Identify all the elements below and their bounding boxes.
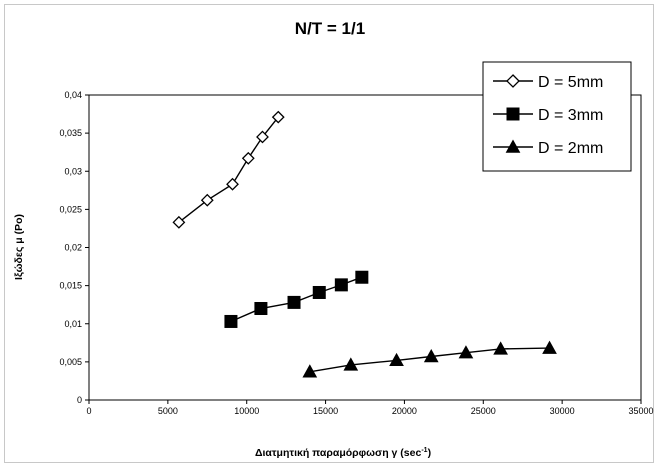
data-point <box>200 193 214 207</box>
data-point <box>256 130 269 144</box>
data-point <box>302 364 318 378</box>
y-axis-label: Ιξώδες μ (Po) <box>13 214 25 280</box>
x-tick-label: 10000 <box>234 406 259 416</box>
x-axis-label-tail: ) <box>428 447 432 459</box>
data-point <box>312 285 326 299</box>
data-point <box>241 151 255 165</box>
data-point <box>224 314 238 328</box>
legend-label: D = 5mm <box>538 74 603 91</box>
x-axis-label: Διατμητική παραμόρφωση γ (sec-1) <box>255 447 431 459</box>
data-point <box>458 345 474 359</box>
x-tick-label: 20000 <box>392 406 417 416</box>
data-point <box>271 110 285 124</box>
x-axis-label-sup: -1 <box>421 447 427 454</box>
y-tick-label: 0,02 <box>64 243 82 253</box>
x-tick-label: 35000 <box>628 406 653 416</box>
legend-marker <box>506 107 520 121</box>
data-point <box>389 352 404 367</box>
y-tick-label: 0,035 <box>59 128 82 138</box>
x-tick-label: 30000 <box>550 406 575 416</box>
legend-item: D = 2mm <box>493 139 603 157</box>
legend: D = 5mm D = 3mm D = 2mm <box>482 61 632 172</box>
data-point <box>343 357 359 371</box>
data-point <box>334 278 348 292</box>
legend-item: D = 5mm <box>493 74 603 91</box>
legend-marker <box>506 74 520 88</box>
data-point <box>226 177 239 191</box>
data-point <box>423 349 439 363</box>
x-tick-label: 5000 <box>158 406 178 416</box>
y-tick-label: 0,025 <box>59 204 82 214</box>
data-point <box>542 340 557 354</box>
legend-marker <box>505 139 521 153</box>
y-tick-label: 0 <box>77 395 82 405</box>
series-1 <box>172 110 285 229</box>
series-3 <box>302 340 557 378</box>
legend-label: D = 3mm <box>538 107 603 124</box>
x-tick-label: 15000 <box>313 406 338 416</box>
y-tick-label: 0,04 <box>64 90 82 100</box>
series-layer <box>172 110 557 378</box>
y-tick-label: 0,015 <box>59 281 82 291</box>
legend-label: D = 2mm <box>538 140 603 157</box>
x-axis-label-main: Διατμητική παραμόρφωση γ (sec <box>255 447 422 459</box>
series-2 <box>224 270 369 328</box>
data-point <box>287 295 301 309</box>
x-tick-label: 0 <box>86 406 91 416</box>
y-tick-label: 0,005 <box>59 357 82 367</box>
x-tick-label: 25000 <box>471 406 496 416</box>
data-point <box>172 215 186 229</box>
data-point <box>355 270 369 284</box>
axes: 0 0,005 0,01 0,015 0,02 0,025 0,03 0,035 0,04 0 50… <box>59 90 653 416</box>
data-point <box>493 341 508 355</box>
chart-title: N/T = 1/1 <box>295 19 365 38</box>
y-tick-label: 0,03 <box>64 166 82 176</box>
legend-item: D = 3mm <box>493 107 603 124</box>
chart-frame <box>4 4 654 463</box>
data-point <box>254 302 268 315</box>
y-tick-label: 0,01 <box>64 319 82 329</box>
